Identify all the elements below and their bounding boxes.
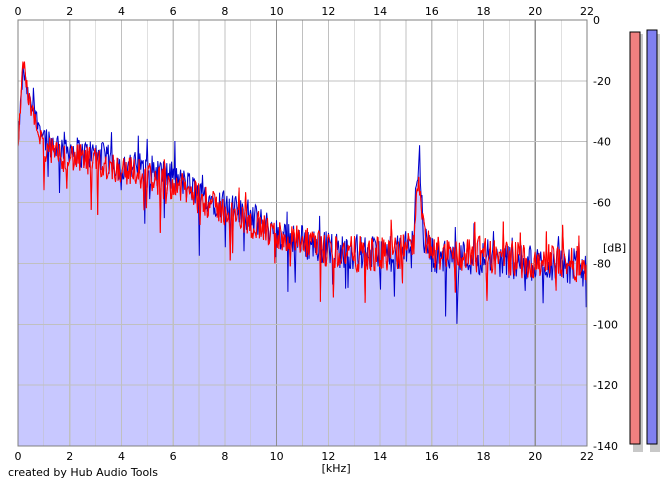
x-tick-label-top: 12: [321, 5, 335, 18]
x-tick-label-top: 4: [118, 5, 125, 18]
x-tick-label-top: 22: [580, 5, 594, 18]
x-axis-label: [kHz]: [322, 462, 351, 475]
x-tick-label-top: 8: [221, 5, 228, 18]
x-tick-label-top: 20: [528, 5, 542, 18]
x-tick-label-top: 18: [477, 5, 491, 18]
x-tick-label-bottom: 4: [118, 450, 125, 463]
x-tick-label-top: 14: [373, 5, 387, 18]
level-meter-right: [646, 29, 658, 445]
y-tick-label: -100: [593, 318, 618, 331]
x-tick-label-bottom: 16: [425, 450, 439, 463]
y-tick-label: -80: [593, 257, 611, 270]
y-tick-label: 0: [593, 14, 600, 27]
x-tick-label-bottom: 12: [321, 450, 335, 463]
y-tick-label: -60: [593, 197, 611, 210]
x-tick-label-bottom: 22: [580, 450, 594, 463]
x-tick-label-bottom: 18: [477, 450, 491, 463]
x-tick-label-top: 16: [425, 5, 439, 18]
x-tick-label-bottom: 10: [270, 450, 284, 463]
plot-border: [17, 19, 588, 447]
spectrum-line-red-overlay: [17, 61, 588, 303]
x-tick-label-bottom: 2: [66, 450, 73, 463]
level-meter-left: [629, 31, 641, 445]
y-tick-label: -140: [593, 440, 618, 453]
y-tick-label: -120: [593, 379, 618, 392]
x-tick-label-top: 0: [15, 5, 22, 18]
footer-credit: created by Hub Audio Tools: [8, 466, 158, 479]
x-tick-label-bottom: 8: [221, 450, 228, 463]
y-tick-label: -40: [593, 136, 611, 149]
y-tick-label: -20: [593, 75, 611, 88]
x-tick-label-top: 10: [270, 5, 284, 18]
x-tick-label-top: 6: [170, 5, 177, 18]
x-tick-label-top: 2: [66, 5, 73, 18]
x-tick-label-bottom: 20: [528, 450, 542, 463]
x-tick-label-bottom: 0: [15, 450, 22, 463]
y-axis-label: [dB]: [603, 241, 626, 254]
x-tick-label-bottom: 6: [170, 450, 177, 463]
x-tick-label-bottom: 14: [373, 450, 387, 463]
